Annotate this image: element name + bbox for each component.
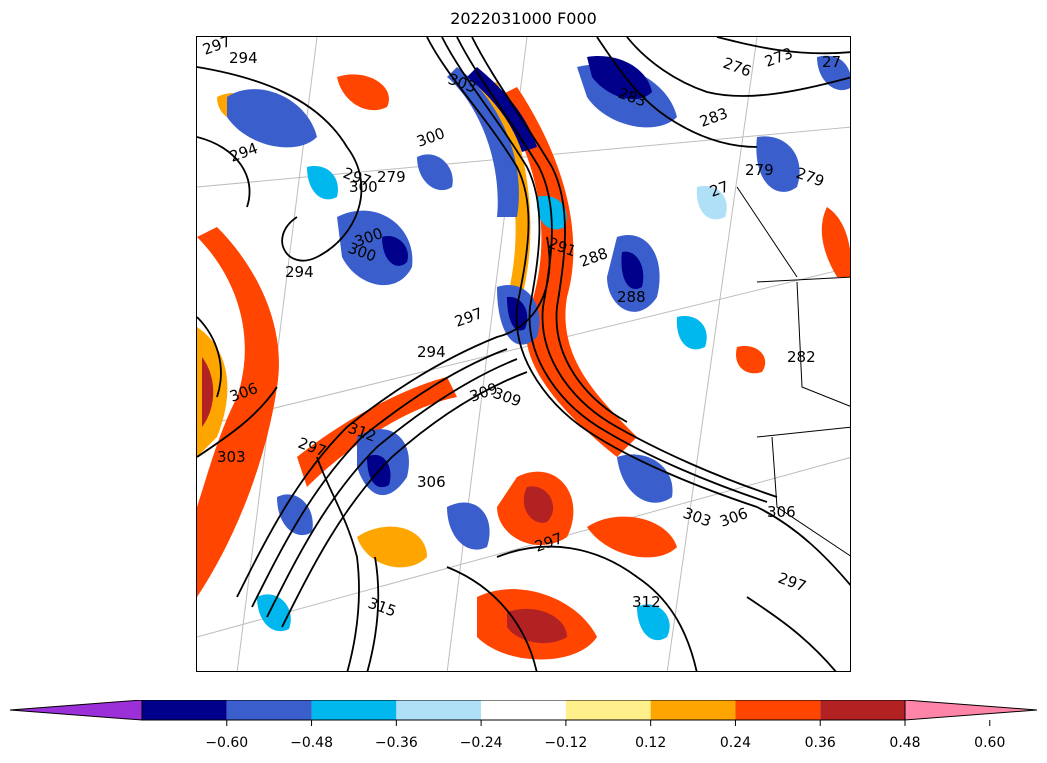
colorbar-strip: [9, 699, 1038, 726]
colorbar-segment: [650, 700, 736, 720]
negative-band: [637, 604, 670, 641]
contour-label: 303: [217, 448, 246, 466]
contour-label: 294: [227, 139, 260, 166]
contour-label: 300: [349, 178, 378, 196]
positive-band: [497, 87, 637, 457]
colorbar-outline: [141, 699, 906, 721]
colorbar-extend-max: [904, 699, 1038, 721]
negative-band: [756, 136, 800, 192]
contours: [197, 37, 850, 671]
colorbar-segment: [820, 700, 905, 720]
positive-band: [337, 74, 389, 111]
colorbar-segment: [226, 700, 312, 720]
contour-label: 303: [681, 504, 714, 531]
negative-band: [447, 67, 519, 217]
colorbar-segment: [481, 700, 566, 720]
contour-label: 282: [787, 348, 816, 366]
contour-label: 312: [632, 593, 661, 611]
colorbar-tick-label: 0.36: [804, 735, 836, 751]
negative-band: [277, 494, 313, 536]
negative-band: [817, 55, 850, 91]
colorbar-tick-label: 0.12: [635, 735, 667, 751]
contour-label: 315: [366, 594, 399, 621]
colorbar-tick-label: −0.36: [374, 735, 418, 751]
colorbar-tick-label: 0.60: [974, 735, 1006, 751]
positive-band: [736, 346, 766, 374]
colorbar-tick-label: −0.60: [205, 735, 249, 751]
contour-label: 288: [617, 288, 646, 306]
colorbar-segment: [396, 700, 482, 720]
chart-title: 2022031000 F000: [450, 9, 597, 28]
contour-label: 279: [745, 161, 774, 179]
political-borders: [736, 186, 850, 557]
contour-label: 279: [377, 168, 406, 186]
contour-label: 297: [776, 569, 809, 596]
colorbar-tick-label: 0.48: [889, 735, 921, 751]
negative-band: [337, 210, 413, 286]
colorbar-segment: [311, 700, 397, 720]
contour-label: 306: [417, 473, 446, 491]
colorbar-tick-label: −0.48: [290, 735, 333, 751]
positive-band: [197, 227, 279, 597]
negative-band: [621, 251, 644, 290]
negative-band: [417, 154, 453, 191]
positive-band: [507, 608, 567, 644]
colorbar: −0.60 −0.48 −0.36 −0.24 −0.12 0.12 0.24 0.36 0.4…: [9, 699, 1038, 760]
contour-label: 27: [822, 53, 841, 71]
contour-label: 27: [707, 177, 731, 200]
negative-band: [382, 236, 408, 266]
contour-label: 288: [577, 244, 610, 271]
colorbar-tick-label: 0.24: [719, 735, 752, 751]
negative-band: [447, 502, 490, 550]
contour-label: 306: [717, 504, 750, 531]
negative-band: [617, 454, 673, 503]
colorbar-segment: [565, 700, 651, 720]
contour-label: 306: [767, 503, 796, 521]
negative-band: [257, 594, 291, 632]
contour-label: 279: [794, 164, 827, 191]
colorbar-tick-label: −0.24: [459, 735, 503, 751]
contour-label: 294: [229, 49, 258, 67]
colorbar-segment: [735, 700, 821, 720]
positive-band: [523, 486, 554, 523]
positive-band: [297, 377, 457, 487]
contour-label: 300: [414, 124, 447, 151]
positive-band: [357, 526, 427, 568]
positive-band: [202, 357, 214, 427]
colorbar-tick-label: −0.12: [544, 735, 588, 751]
map-panel: 297 294 303 300 279 297 294 300 276 273 27 283 283 27…: [196, 36, 851, 672]
contour-label: 294: [285, 263, 314, 281]
contour-label: 276: [721, 54, 754, 81]
colorbar-segment: [142, 700, 227, 720]
positive-band: [821, 207, 850, 277]
negative-band: [696, 186, 727, 220]
negative-band: [676, 316, 707, 350]
contour-label: 283: [697, 104, 730, 131]
positive-band: [477, 82, 531, 322]
contour-label: 294: [417, 343, 446, 361]
contour-label: 297: [452, 304, 485, 331]
colorbar-extend-min: [9, 699, 143, 721]
negative-band: [307, 166, 338, 200]
positive-band: [587, 516, 677, 558]
negative-band: [227, 89, 317, 148]
